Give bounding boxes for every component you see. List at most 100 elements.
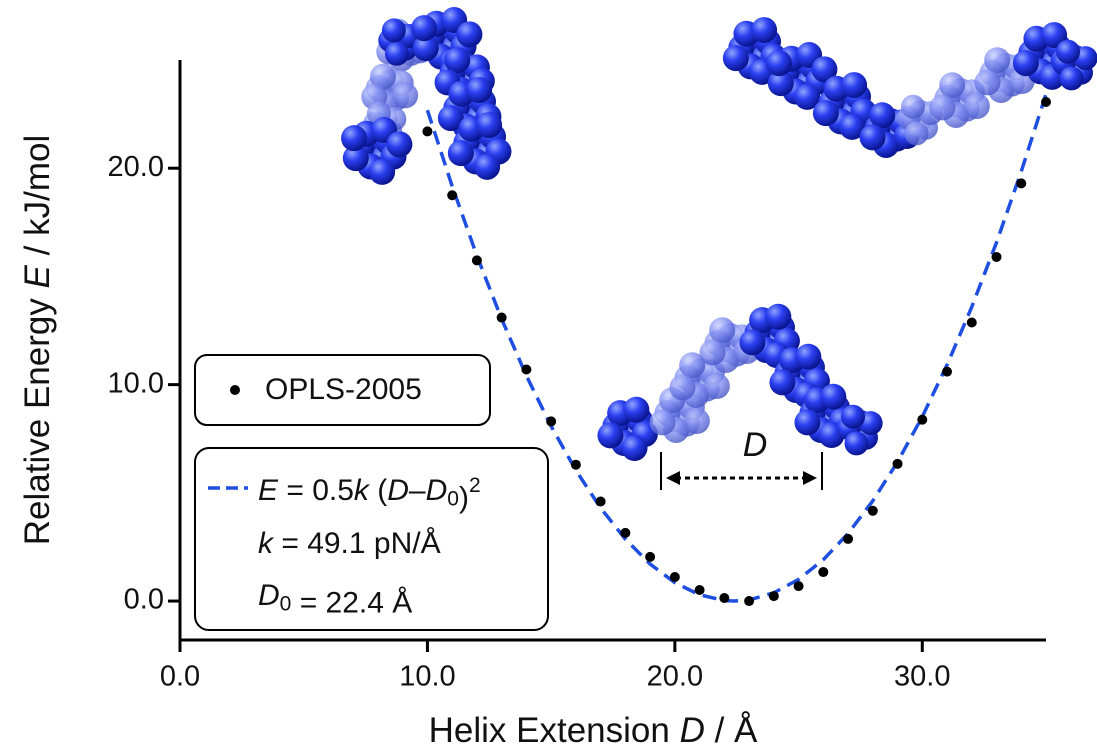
atom	[623, 396, 650, 423]
y-tick-label: 20.0	[108, 151, 164, 183]
data-point	[768, 591, 779, 602]
y-tick-label: 10.0	[108, 367, 164, 399]
atom	[342, 145, 369, 172]
text-part: D	[426, 474, 448, 507]
atom	[739, 329, 766, 356]
x-tick-label: 0.0	[160, 661, 200, 693]
atom	[1041, 22, 1068, 49]
fit-legend-box	[194, 447, 549, 631]
atom	[597, 422, 624, 449]
distance-label: D	[743, 426, 768, 464]
atom	[939, 72, 966, 99]
data-point	[471, 255, 482, 266]
data-point	[867, 505, 878, 516]
rich-text: Helix Extension D / Å	[429, 711, 758, 750]
atom	[621, 435, 648, 462]
data-point	[1041, 96, 1051, 107]
text-part: D	[258, 579, 280, 612]
text-part: )	[459, 481, 469, 514]
atom	[384, 41, 409, 66]
atom	[386, 131, 413, 158]
atom	[341, 125, 368, 152]
atom	[1056, 39, 1081, 64]
text-part: Helix Extension	[429, 711, 680, 750]
x-tick-label: 10.0	[399, 661, 455, 693]
atom	[474, 153, 501, 180]
atom	[709, 317, 736, 344]
atom	[841, 72, 868, 99]
text-part: Relative Energy	[18, 288, 57, 545]
atom	[839, 113, 866, 140]
data-point	[917, 414, 928, 425]
atom	[812, 100, 839, 127]
data-point	[669, 572, 680, 583]
axes: 0.0 10.0 20.0 30.0 0.0 10.0 20.0 Helix Extensio…	[18, 60, 1046, 750]
data-point	[818, 567, 829, 578]
atom	[811, 56, 838, 83]
atom	[820, 383, 847, 410]
atom	[841, 404, 866, 429]
data-point	[422, 126, 433, 137]
text-part: = 49.1 pN/Å	[273, 527, 441, 560]
atom	[679, 352, 706, 379]
atom	[766, 50, 793, 77]
atom	[904, 121, 929, 146]
data-point	[892, 458, 903, 469]
x-tick-label: 20.0	[647, 661, 703, 693]
data-point	[496, 312, 507, 323]
data-point	[521, 364, 532, 375]
distance-indicator: D	[660, 426, 823, 490]
data-point	[570, 459, 581, 470]
atom	[795, 343, 822, 370]
data-point	[546, 416, 557, 427]
atom	[751, 17, 778, 44]
atom	[703, 373, 730, 400]
data-point	[991, 251, 1002, 262]
atom	[929, 94, 956, 121]
text-part: / Å	[705, 711, 758, 750]
text-part: (	[369, 474, 387, 507]
rich-text: k = 49.1 pN/Å	[258, 527, 441, 560]
fit-line	[425, 93, 1048, 603]
atom	[392, 82, 419, 109]
data-point	[843, 533, 854, 544]
atom	[447, 140, 474, 167]
molecule-illustrations	[341, 7, 1097, 462]
atom	[859, 124, 886, 151]
data-point	[645, 551, 656, 562]
atom	[649, 409, 676, 436]
atom	[476, 112, 503, 139]
text-part: 2	[469, 474, 481, 497]
data-point	[447, 190, 458, 201]
atom	[669, 374, 696, 401]
data-point	[694, 585, 705, 596]
legend-label: OPLS-2005	[265, 373, 422, 406]
x-tick-label: 30.0	[894, 661, 950, 693]
data-point	[966, 317, 977, 328]
atom	[974, 69, 1001, 96]
data-point	[942, 366, 953, 377]
legend-marker	[230, 385, 240, 395]
text-part: k	[354, 474, 371, 507]
text-part: = 0.5	[278, 474, 354, 507]
y-tick-label: 0.0	[124, 584, 164, 616]
atom	[683, 408, 710, 435]
data-point	[595, 496, 606, 507]
atom	[769, 369, 796, 396]
text-part: = 22.4 Å	[291, 586, 412, 619]
data-point	[744, 596, 755, 607]
rich-text: D0 = 22.4 Å	[258, 579, 412, 620]
rich-text: E = 0.5k (D–D0)2	[258, 474, 481, 515]
atom	[767, 70, 794, 97]
text-part: / kJ/mol	[18, 135, 57, 265]
text-part: 0	[280, 592, 292, 615]
atom	[437, 105, 464, 132]
atom	[984, 47, 1011, 74]
data-point	[1016, 178, 1027, 189]
atom	[1012, 50, 1039, 77]
text-part: –	[409, 474, 426, 507]
atom	[456, 21, 483, 48]
atom	[466, 77, 493, 104]
atom	[963, 93, 990, 120]
